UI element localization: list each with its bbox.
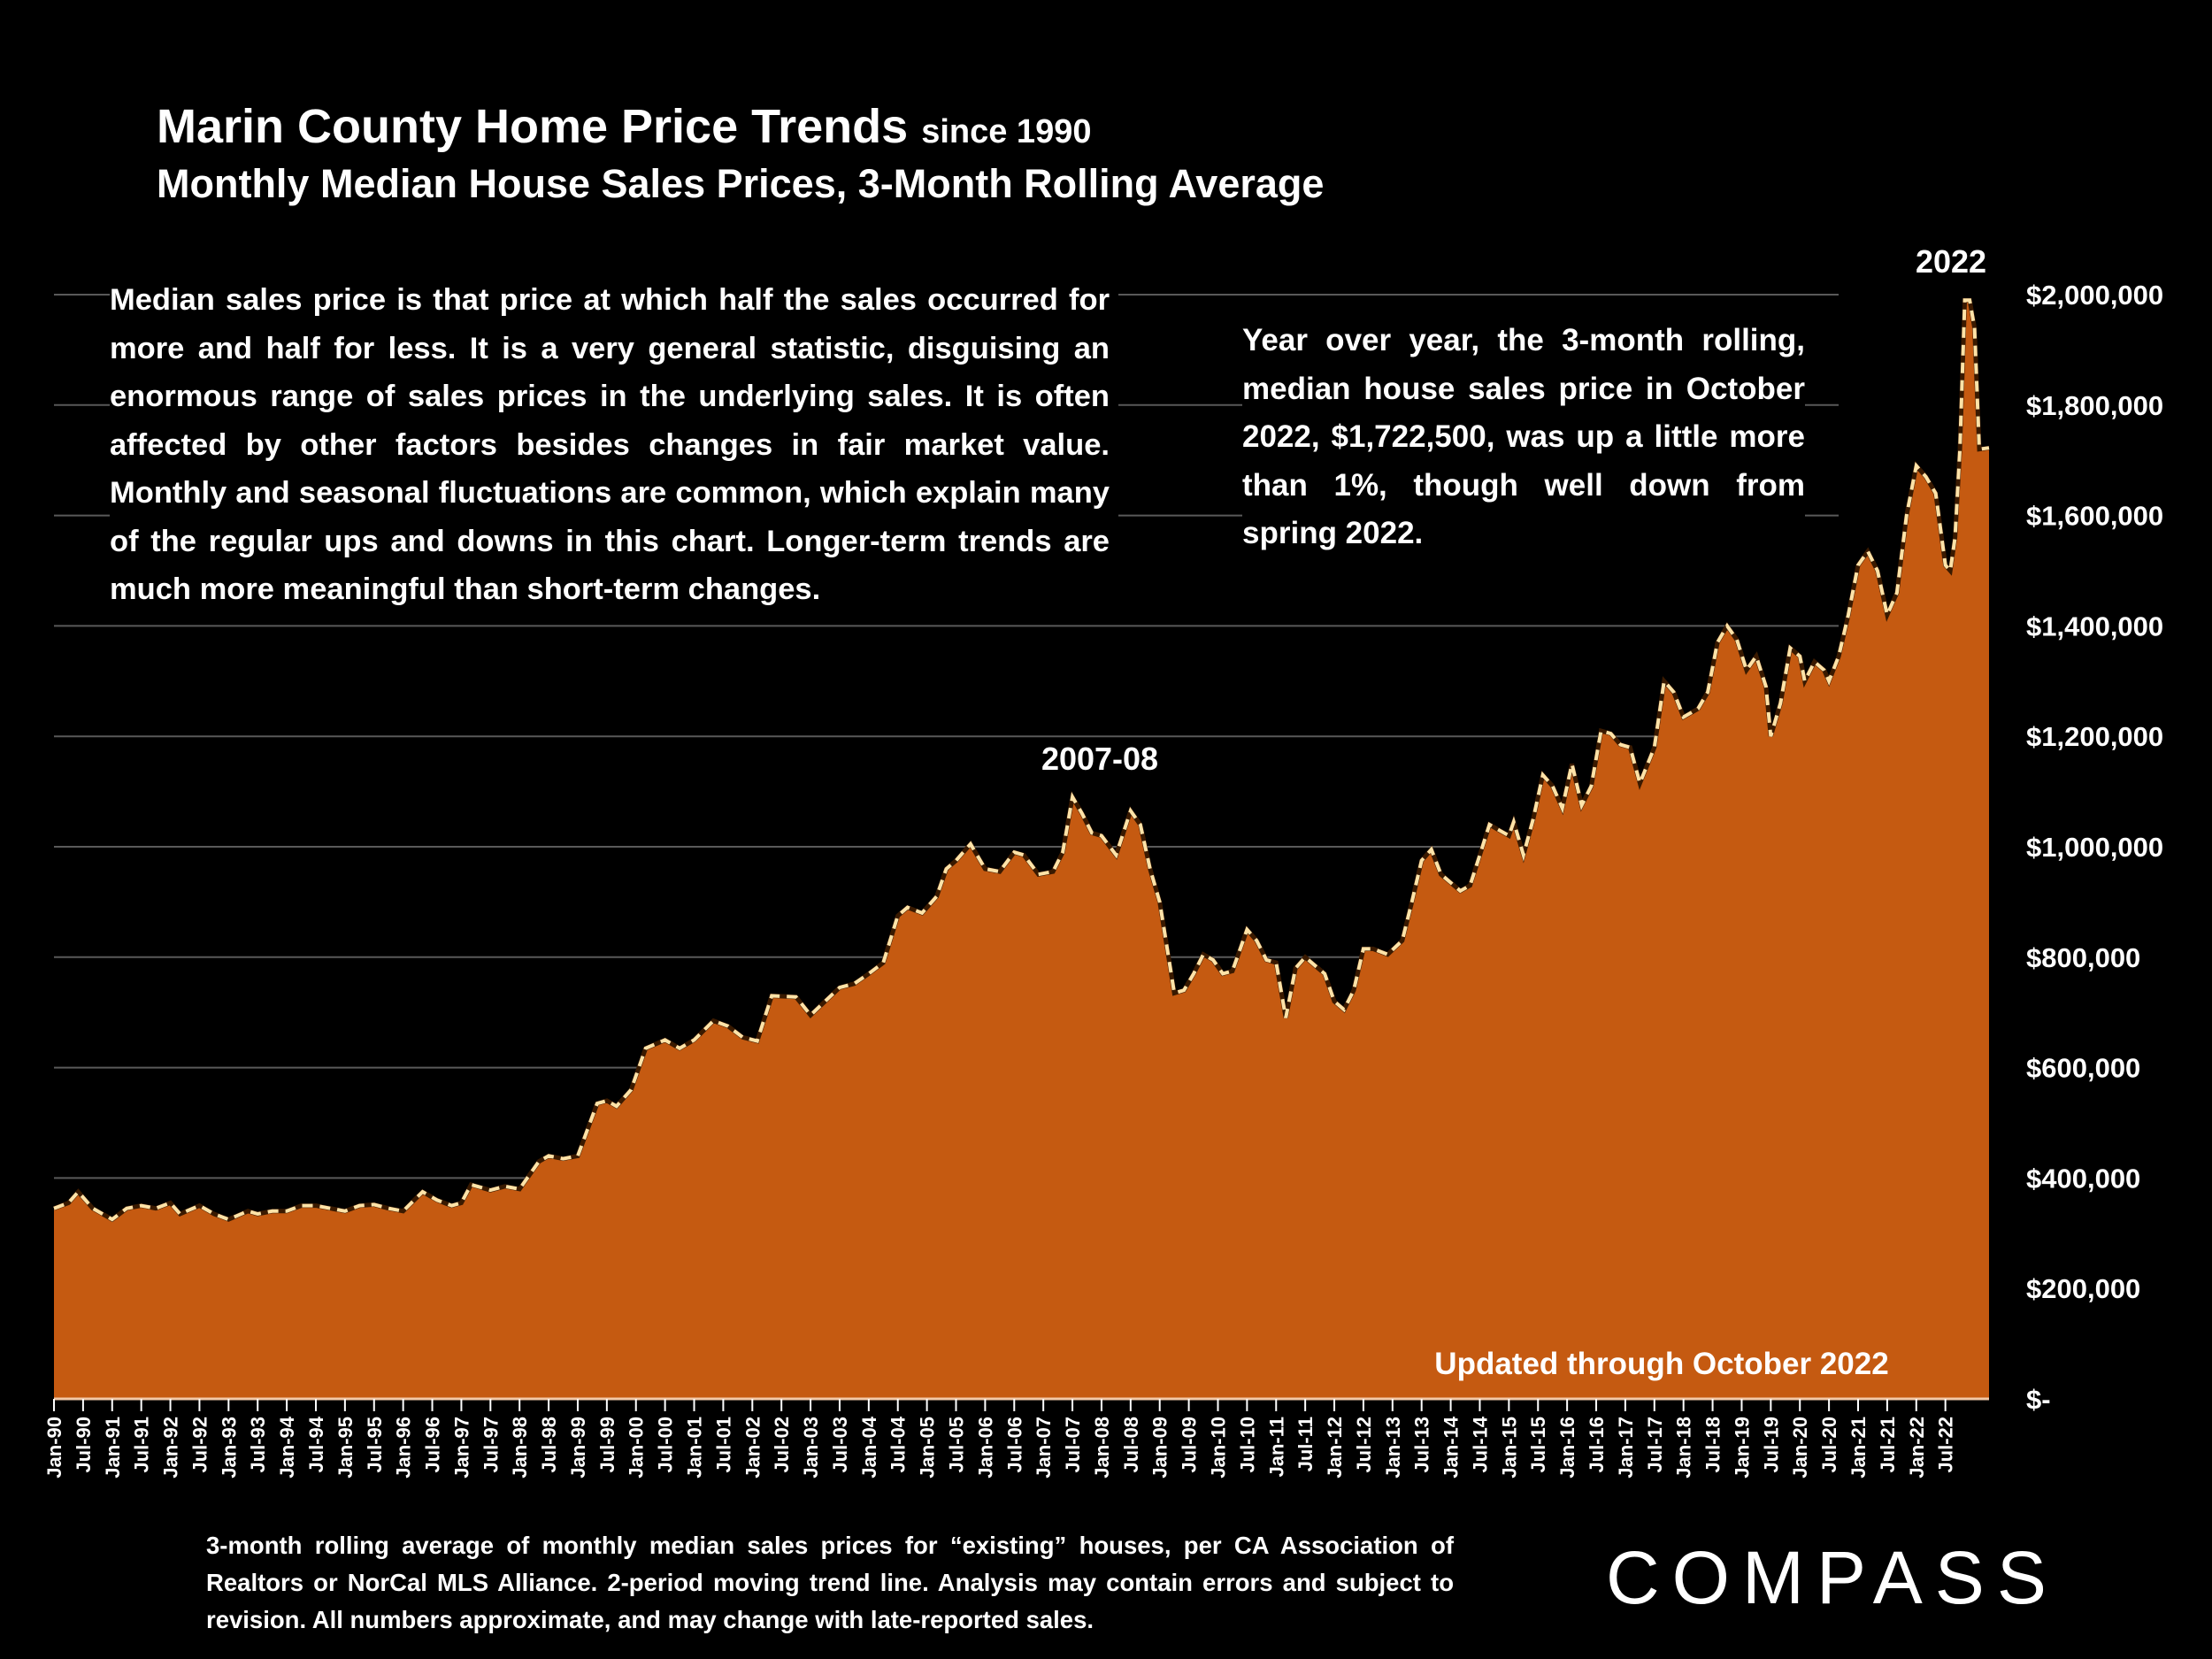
title-main: Marin County Home Price Trends xyxy=(157,100,909,153)
x-tick-label: Jul-94 xyxy=(305,1416,327,1472)
x-tick-label: Jan-16 xyxy=(1556,1417,1578,1479)
x-tick-label: Jul-19 xyxy=(1760,1417,1782,1473)
x-tick-label: Jan-08 xyxy=(1091,1417,1113,1479)
x-tick-label: Jul-91 xyxy=(131,1417,153,1473)
x-tick-label: Jan-22 xyxy=(1906,1417,1928,1479)
x-tick-label: Jan-01 xyxy=(684,1417,706,1479)
chart-subtitle: Monthly Median House Sales Prices, 3-Mon… xyxy=(157,161,1325,206)
x-tick-label: Jul-14 xyxy=(1469,1416,1491,1472)
chart-title: Marin County Home Price Trends since 199… xyxy=(157,99,1091,154)
title-suffix: since 1990 xyxy=(921,113,1092,150)
x-tick-label: Jul-96 xyxy=(422,1417,444,1473)
compass-logo: COMPASS xyxy=(1606,1536,2059,1619)
x-tick-label: Jan-90 xyxy=(43,1417,65,1479)
y-tick-label: $1,200,000 xyxy=(2026,721,2163,752)
x-tick-label: Jul-95 xyxy=(364,1417,386,1473)
x-tick-label: Jan-04 xyxy=(858,1416,880,1478)
x-tick-label: Jul-21 xyxy=(1877,1417,1899,1473)
x-tick-label: Jan-03 xyxy=(800,1417,822,1479)
x-tick-label: Jan-19 xyxy=(1731,1417,1753,1479)
x-tick-label: Jul-02 xyxy=(771,1417,793,1473)
y-tick-label: $1,400,000 xyxy=(2026,611,2163,641)
x-tick-label: Jul-01 xyxy=(712,1417,734,1473)
x-tick-label: Jul-16 xyxy=(1586,1417,1608,1473)
x-tick-label: Jan-99 xyxy=(567,1417,589,1479)
y-tick-label: $- xyxy=(2026,1384,2051,1415)
x-tick-label: Jul-05 xyxy=(946,1417,968,1473)
y-tick-label: $1,000,000 xyxy=(2026,832,2163,863)
x-tick-label: Jan-14 xyxy=(1440,1416,1463,1478)
x-tick-label: Jan-93 xyxy=(218,1417,240,1479)
x-tick-label: Jan-92 xyxy=(160,1417,182,1479)
x-tick-label: Jan-15 xyxy=(1498,1417,1520,1479)
x-tick-label: Jul-13 xyxy=(1411,1417,1433,1473)
x-tick-label: Jul-08 xyxy=(1120,1417,1142,1473)
annotation-2022: 2022 xyxy=(1916,243,1986,280)
x-tick-label: Jan-17 xyxy=(1615,1417,1637,1479)
y-tick-label: $400,000 xyxy=(2026,1163,2140,1194)
x-tick-label: Jan-98 xyxy=(509,1417,531,1479)
x-tick-label: Jul-20 xyxy=(1818,1417,1840,1473)
x-tick-label: Jan-20 xyxy=(1789,1417,1811,1479)
x-tick-label: Jan-96 xyxy=(393,1417,415,1479)
x-tick-label: Jul-99 xyxy=(596,1417,618,1473)
y-tick-label: $2,000,000 xyxy=(2026,280,2163,311)
x-tick-label: Jan-07 xyxy=(1033,1417,1055,1479)
x-tick-label: Jul-04 xyxy=(887,1416,910,1472)
x-tick-label: Jul-03 xyxy=(829,1417,851,1473)
x-tick-label: Jul-07 xyxy=(1062,1417,1084,1473)
updated-through-label: Updated through October 2022 xyxy=(1434,1347,1888,1381)
x-tick-label: Jan-12 xyxy=(1324,1417,1346,1479)
x-tick-label: Jul-06 xyxy=(1003,1417,1025,1473)
x-tick-label: Jan-18 xyxy=(1673,1417,1695,1479)
x-tick-label: Jul-11 xyxy=(1294,1417,1317,1471)
x-tick-label: Jan-02 xyxy=(741,1417,764,1479)
x-tick-label: Jul-98 xyxy=(538,1417,560,1473)
x-tick-label: Jul-90 xyxy=(73,1417,95,1473)
x-tick-label: Jan-09 xyxy=(1149,1417,1171,1479)
y-tick-label: $600,000 xyxy=(2026,1053,2140,1084)
trend-line xyxy=(53,298,1990,1222)
x-tick-label: Jan-13 xyxy=(1382,1417,1404,1479)
y-tick-label: $1,800,000 xyxy=(2026,390,2163,421)
series-area xyxy=(53,297,1990,1400)
x-tick-label: Jan-21 xyxy=(1847,1417,1870,1479)
x-tick-label: Jul-92 xyxy=(188,1417,211,1473)
x-tick-label: Jul-00 xyxy=(655,1417,677,1473)
x-tick-label: Jan-95 xyxy=(334,1417,357,1479)
y-tick-label: $1,600,000 xyxy=(2026,501,2163,532)
median-explanation-note: Median sales price is that price at whic… xyxy=(110,276,1118,614)
annotation-2007-08: 2007-08 xyxy=(1041,741,1158,777)
x-tick-label: Jul-22 xyxy=(1935,1417,1957,1473)
yoy-summary-note: Year over year, the 3-month rolling, med… xyxy=(1242,317,1805,558)
x-tick-label: Jan-11 xyxy=(1265,1417,1287,1478)
x-tick-label: Jan-97 xyxy=(450,1417,472,1479)
x-tick-label: Jul-15 xyxy=(1527,1417,1549,1473)
x-tick-label: Jan-94 xyxy=(276,1416,298,1478)
x-tick-label: Jul-12 xyxy=(1353,1417,1375,1473)
x-tick-label: Jul-93 xyxy=(247,1417,269,1473)
x-tick-label: Jul-17 xyxy=(1644,1417,1666,1473)
x-tick-label: Jul-10 xyxy=(1236,1417,1258,1473)
x-tick-label: Jan-00 xyxy=(626,1417,648,1479)
y-axis: $- $200,000 $400,000 $600,000 $800,000 $1,000… xyxy=(2026,280,2163,1415)
x-tick-label: Jul-97 xyxy=(480,1417,502,1473)
x-tick-label: Jan-05 xyxy=(917,1417,939,1479)
source-footnote: 3-month rolling average of monthly media… xyxy=(206,1532,1454,1633)
x-tick-label: Jan-10 xyxy=(1207,1417,1229,1479)
price-area-fill xyxy=(54,300,1989,1400)
x-tick-label: Jan-06 xyxy=(974,1417,996,1479)
x-tick-label: Jul-09 xyxy=(1179,1417,1201,1473)
y-tick-label: $800,000 xyxy=(2026,942,2140,973)
x-tick-label: Jul-18 xyxy=(1702,1417,1724,1473)
y-tick-label: $200,000 xyxy=(2026,1273,2140,1304)
x-tick-label: Jan-91 xyxy=(102,1417,124,1479)
x-axis: Jan-90 Jul-90 Jan-91 Jul-91 Jan-92 Jul-92 Jan-… xyxy=(43,1397,1989,1479)
